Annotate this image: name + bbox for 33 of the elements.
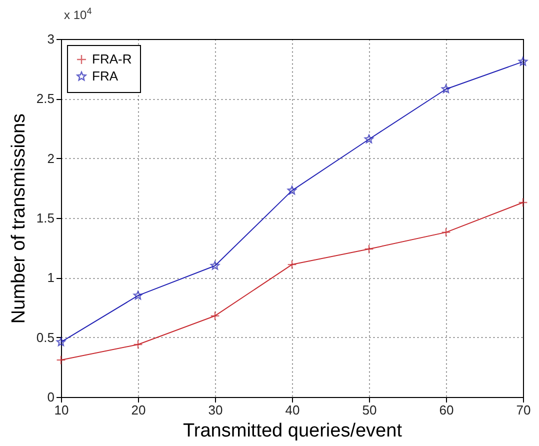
point — [441, 84, 451, 94]
legend-label: FRA-R — [92, 52, 132, 66]
point — [441, 228, 451, 238]
y-tick-label: 0.5 — [36, 330, 54, 345]
x-tick-label: 70 — [516, 402, 531, 418]
point — [287, 260, 297, 270]
point — [210, 260, 220, 270]
point — [133, 340, 143, 350]
x-tick-label: 30 — [208, 402, 223, 418]
y-tick-label: 0 — [47, 390, 54, 404]
x-axis-title: Transmitted queries/event — [183, 420, 403, 442]
point — [364, 244, 374, 254]
point — [364, 134, 374, 144]
y-tick-label: 1 — [47, 270, 54, 286]
point — [518, 56, 528, 66]
point — [210, 311, 220, 321]
y-axis-title: Number of transmissions — [8, 113, 30, 324]
y-tick-label: 2.5 — [36, 91, 54, 106]
x-tick-label: 60 — [439, 402, 454, 418]
x-tick-label: 40 — [285, 402, 300, 418]
x-tick-label: 20 — [131, 402, 146, 418]
point — [56, 337, 66, 346]
point — [518, 198, 528, 208]
point — [56, 355, 66, 365]
y-tick-label: 3 — [47, 32, 54, 46]
x-tick-label: 10 — [54, 402, 69, 418]
point — [133, 290, 143, 300]
text: x 10$^{4}$ — [64, 6, 92, 22]
y-tick-label: 1.5 — [36, 210, 54, 226]
x-tick-label: 50 — [362, 402, 377, 418]
point — [287, 186, 297, 195]
y-tick-label: 2 — [47, 150, 54, 166]
legend-label: FRA — [92, 68, 118, 84]
